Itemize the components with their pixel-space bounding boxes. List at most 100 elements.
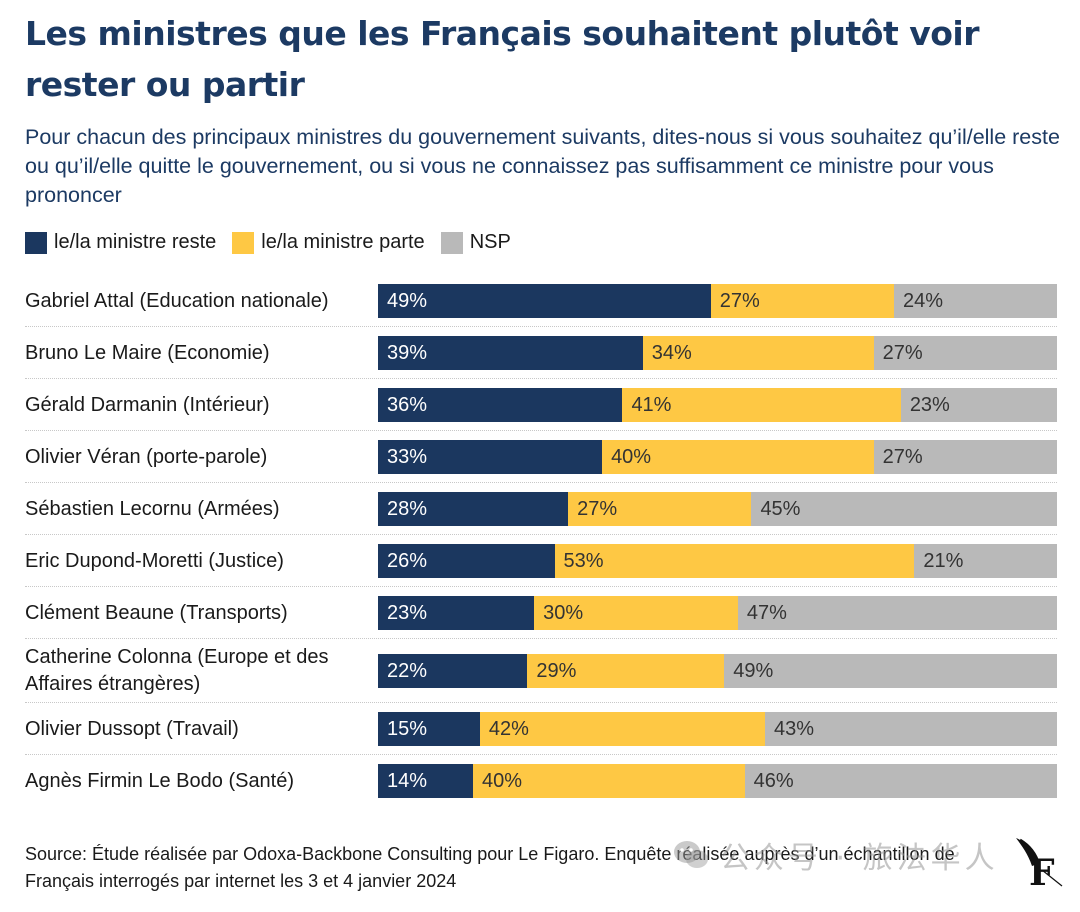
data-label: 14% (387, 769, 428, 792)
category-label: Olivier Véran (porte-parole) (25, 445, 268, 468)
category-label: Gabriel Attal (Education nationale) (25, 289, 329, 312)
chart-row: Eric Dupond-Moretti (Justice) 26% 53% 21% (25, 535, 1057, 587)
legend-item-nsp: NSP (440, 231, 511, 254)
data-label: 30% (543, 601, 584, 624)
bar-segment-nsp: 45% (751, 492, 1057, 526)
category-label: Agnès Firmin Le Bodo (Santé) (25, 769, 295, 792)
chart-row: Sébastien Lecornu (Armées) 28% 27% 45% (25, 483, 1057, 535)
bar-segment-reste: 23% (378, 596, 535, 630)
category-label: Catherine Colonna (Europe et des Affaire… (25, 646, 329, 695)
legend-swatch-nsp (440, 231, 463, 254)
category-label: Eric Dupond-Moretti (Justice) (25, 549, 284, 572)
legend-item-parte: le/la ministre parte (232, 231, 425, 254)
data-label: 21% (923, 549, 964, 572)
stacked-bar: 14% 40% 46% (378, 764, 1057, 798)
data-label: 23% (909, 393, 950, 416)
category-label: Olivier Dussopt (Travail) (25, 717, 239, 740)
chart-row: Bruno Le Maire (Economie) 39% 34% 27% (25, 327, 1057, 379)
chart-row: Gérald Darmanin (Intérieur) 36% 41% 23% (25, 379, 1057, 431)
bar-segment-nsp: 24% (894, 284, 1057, 318)
bar-segment-nsp: 47% (737, 596, 1057, 630)
stacked-bar: 39% 34% 27% (378, 336, 1057, 370)
bar-segment-parte: 40% (602, 440, 874, 474)
bar-segment-reste: 22% (378, 654, 528, 688)
le-figaro-logo: F (1016, 838, 1063, 888)
data-label: 42% (488, 717, 529, 740)
data-label: 27% (882, 341, 923, 364)
bar-segment-parte: 27% (710, 284, 895, 318)
stacked-bar: 33% 40% 27% (378, 440, 1057, 474)
legend-label-nsp: NSP (469, 231, 511, 253)
bar-segment-nsp: 49% (724, 654, 1057, 688)
bar-segment-nsp: 46% (744, 764, 1057, 798)
bar-segment-nsp: 27% (873, 336, 1057, 370)
data-label: 28% (387, 497, 428, 520)
bar-segment-reste: 14% (378, 764, 474, 798)
chart-row: Catherine Colonna (Europe et des Affaire… (25, 639, 1057, 703)
chart-subtitle: Pour chacun des principaux ministres du … (25, 125, 1060, 207)
bar-segment-parte: 40% (473, 764, 745, 798)
legend-label-reste: le/la ministre reste (54, 231, 217, 253)
data-label: 46% (753, 769, 794, 792)
data-label: 33% (387, 445, 428, 468)
data-label: 47% (746, 601, 787, 624)
bar-segment-parte: 27% (568, 492, 752, 526)
data-label: 23% (387, 601, 428, 624)
legend-label-parte: le/la ministre parte (261, 231, 425, 253)
data-label: 43% (774, 717, 815, 740)
bar-segment-reste: 26% (378, 544, 555, 578)
stacked-bar: 23% 30% 47% (378, 596, 1057, 630)
bar-segment-parte: 34% (642, 336, 874, 370)
bar-segment-nsp: 21% (914, 544, 1057, 578)
stacked-bar: 15% 42% 43% (378, 712, 1057, 746)
legend-swatch-parte (232, 231, 255, 254)
data-label: 49% (733, 659, 774, 682)
bar-segment-parte: 42% (479, 712, 766, 746)
data-label: 27% (577, 497, 618, 520)
stacked-bar: 26% 53% 21% (378, 544, 1057, 578)
chart-row: Olivier Dussopt (Travail) 15% 42% 43% (25, 703, 1057, 755)
category-label: Gérald Darmanin (Intérieur) (25, 393, 270, 416)
chart-title: Les ministres que les Français souhaiten… (25, 14, 980, 104)
data-label: 29% (536, 659, 577, 682)
chart-row: Olivier Véran (porte-parole) 33% 40% 27% (25, 431, 1057, 483)
data-label: 53% (563, 549, 604, 572)
data-label: 24% (903, 289, 944, 312)
data-label: 26% (387, 549, 428, 572)
bar-segment-parte: 29% (527, 654, 725, 688)
category-label: Bruno Le Maire (Economie) (25, 341, 270, 364)
data-label: 36% (387, 393, 428, 416)
data-label: 41% (631, 393, 672, 416)
data-label: 40% (482, 769, 523, 792)
chart-row: Clément Beaune (Transports) 23% 30% 47% (25, 587, 1057, 639)
bar-segment-reste: 15% (378, 712, 480, 746)
data-label: 45% (760, 497, 801, 520)
legend-item-reste: le/la ministre reste (25, 231, 216, 254)
data-label: 22% (387, 659, 428, 682)
chart-row: Agnès Firmin Le Bodo (Santé) 14% 40% 46% (25, 755, 1057, 807)
bar-segment-parte: 41% (622, 388, 901, 422)
bar-segment-nsp: 23% (900, 388, 1057, 422)
bar-segment-reste: 28% (378, 492, 569, 526)
data-label: 15% (387, 717, 428, 740)
bar-segment-nsp: 27% (873, 440, 1057, 474)
stacked-bar: 49% 27% 24% (378, 284, 1057, 318)
bar-segment-parte: 30% (534, 596, 738, 630)
data-label: 27% (719, 289, 760, 312)
bar-chart-rows: Gabriel Attal (Education nationale) 49% 27… (25, 275, 1057, 807)
bar-segment-reste: 33% (378, 440, 603, 474)
stacked-bar: 28% 27% 45% (378, 492, 1057, 526)
category-label: Clément Beaune (Transports) (25, 601, 288, 624)
data-label: 40% (611, 445, 652, 468)
legend-swatch-reste (25, 231, 47, 254)
bar-segment-parte: 53% (554, 544, 915, 578)
source-note: Source: Étude réalisée par Odoxa-Backbon… (25, 844, 955, 891)
data-label: 39% (387, 341, 428, 364)
chart-row: Gabriel Attal (Education nationale) 49% 27… (25, 275, 1057, 327)
stacked-bar: 36% 41% 23% (378, 388, 1057, 422)
bar-segment-reste: 39% (378, 336, 643, 370)
bar-segment-nsp: 43% (765, 712, 1057, 746)
legend: le/la ministre reste le/la ministre part… (25, 231, 527, 254)
category-label: Sébastien Lecornu (Armées) (25, 497, 280, 520)
data-label: 27% (882, 445, 923, 468)
